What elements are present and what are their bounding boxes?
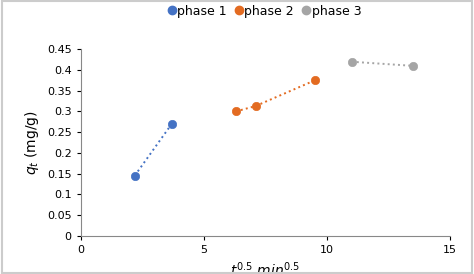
Y-axis label: $q_t$ (mg/g): $q_t$ (mg/g) [23,110,41,175]
Legend: phase 1, phase 2, phase 3: phase 1, phase 2, phase 3 [165,0,366,23]
X-axis label: $t^{0.5}$ $min^{0.5}$: $t^{0.5}$ $min^{0.5}$ [230,260,301,274]
